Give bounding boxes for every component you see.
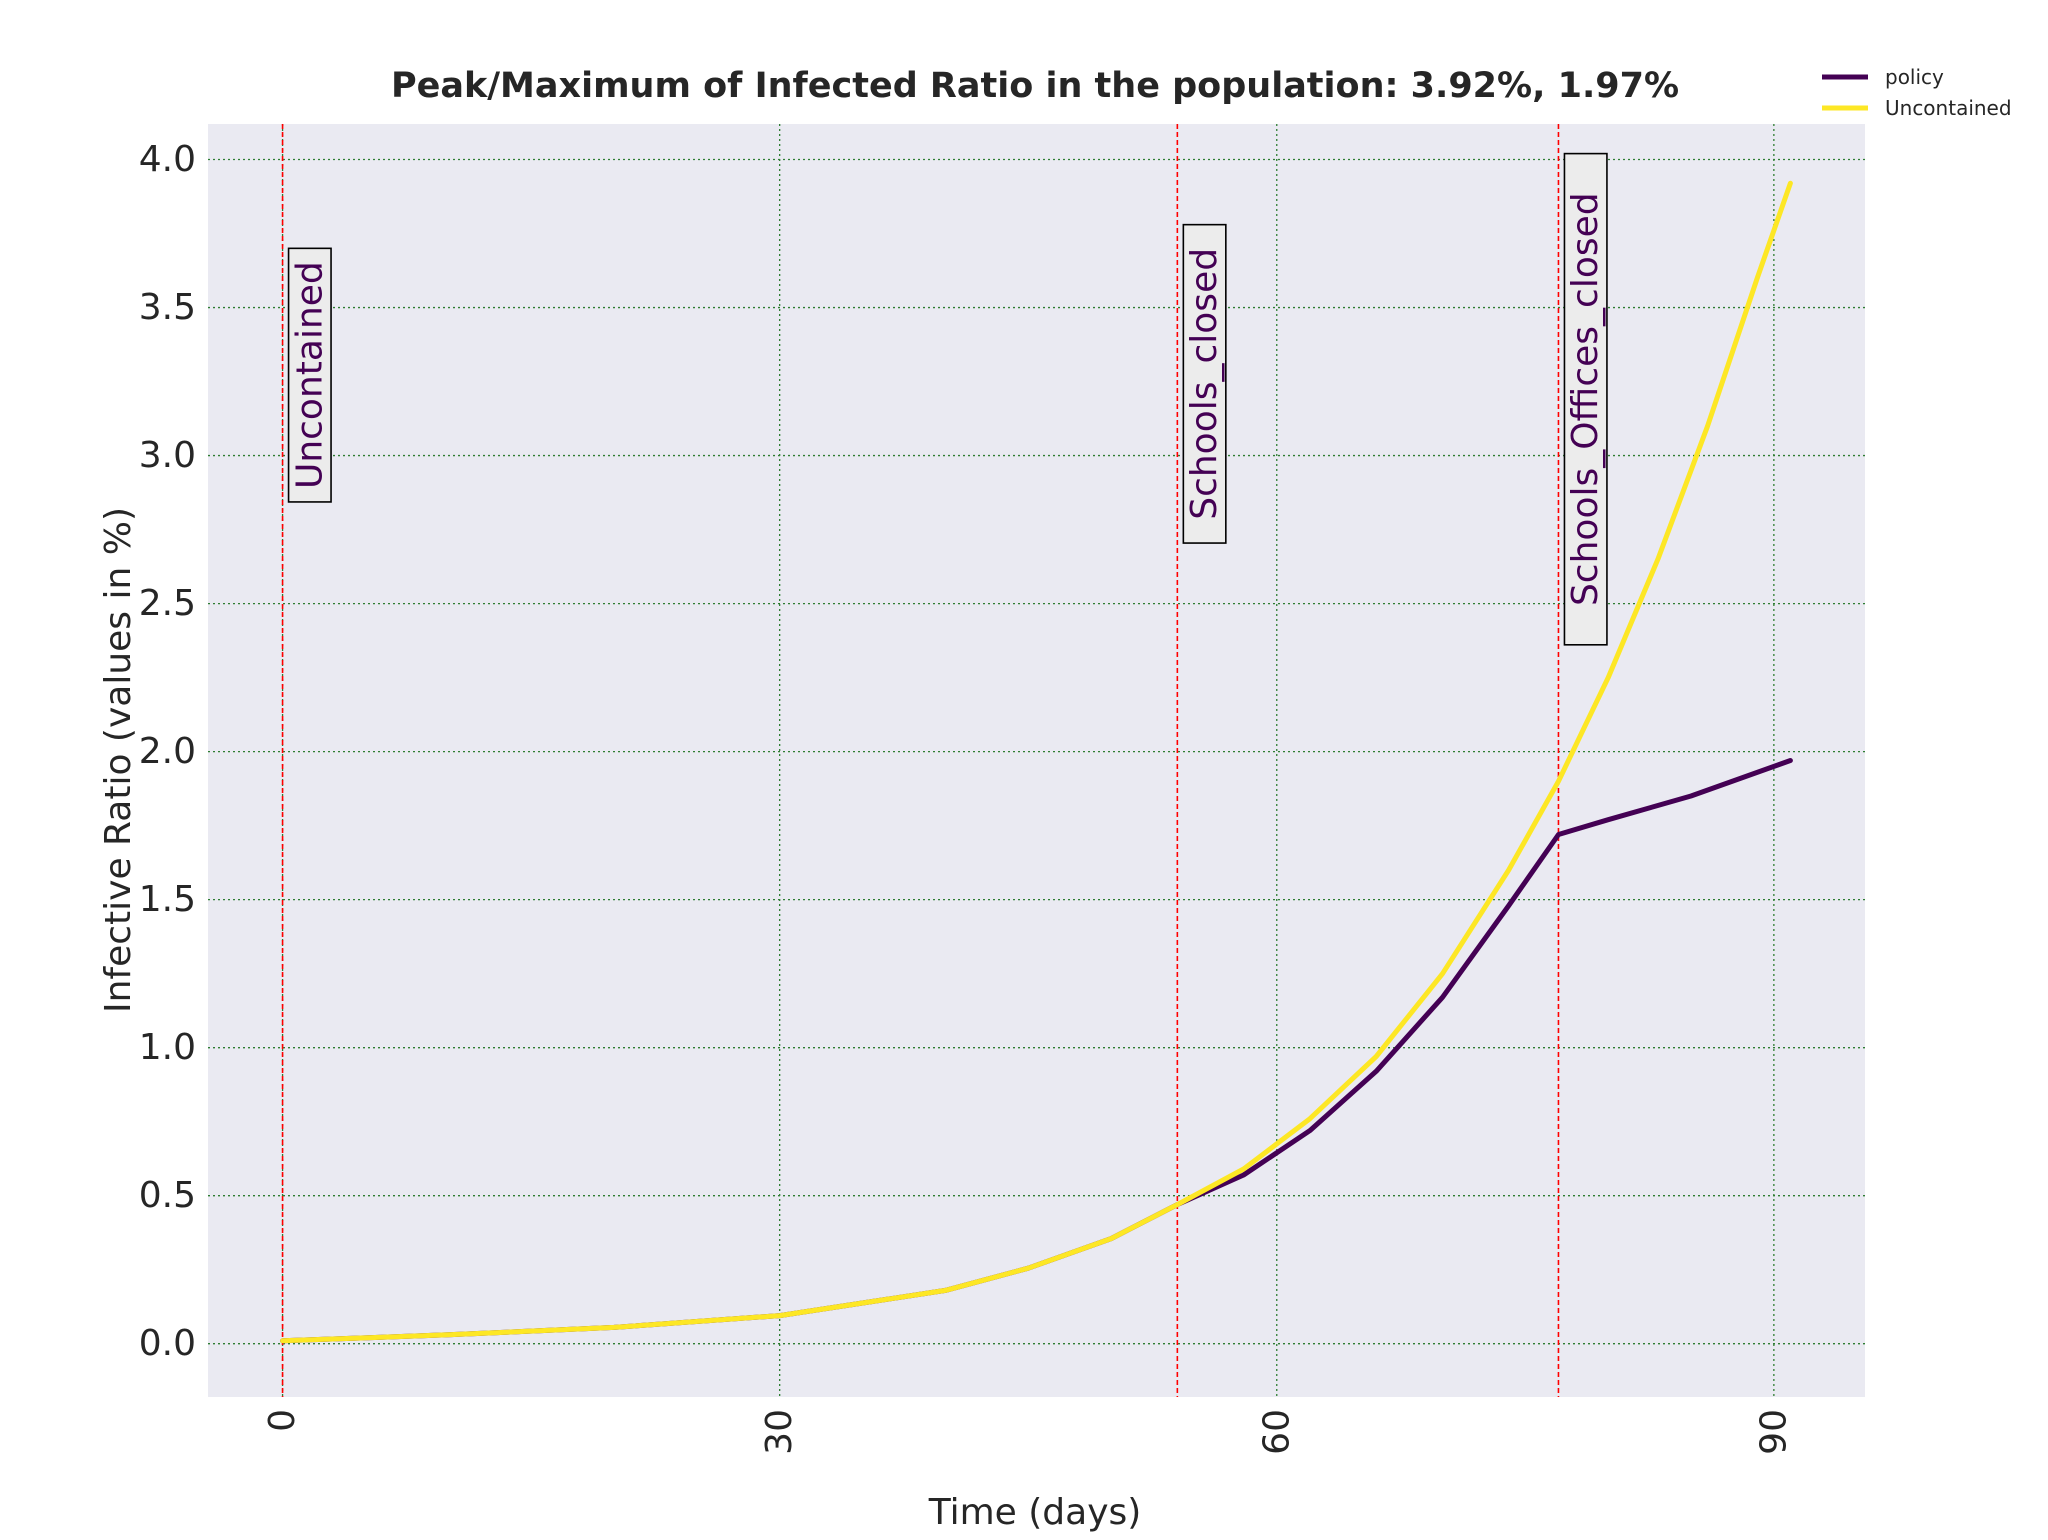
y-axis-label: Infective Ratio (values in %): [98, 507, 139, 1013]
y-tick-label: 2.5: [139, 583, 196, 624]
legend[interactable]: policy Uncontained: [1822, 65, 2012, 120]
y-tick-label: 1.5: [139, 879, 196, 920]
policy-annotation: Uncontained: [287, 247, 332, 503]
x-tick-label: 60: [1256, 1409, 1297, 1455]
x-axis-label: Time (days): [928, 1492, 1142, 1533]
policy-change-lines: [281, 124, 1560, 1397]
y-tick-label: 4.0: [139, 139, 196, 180]
annotation-box: [1182, 223, 1227, 544]
x-tick-label: 90: [1753, 1409, 1794, 1455]
plot-background: [208, 124, 1865, 1397]
y-axis-ticks: 0.0 0.5 1.0 1.5 2.0 2.5 3.0 3.5 4.0: [139, 139, 196, 1364]
x-tick-label: 30: [759, 1409, 800, 1455]
y-tick-label: 0.5: [139, 1175, 196, 1216]
y-tick-label: 0.0: [139, 1323, 196, 1364]
annotation-box: [287, 247, 332, 503]
legend-label: policy: [1885, 65, 1944, 89]
policy-annotation: Schools_Offices_closed: [1563, 152, 1608, 646]
x-axis-ticks: 0 30 60 90: [262, 1409, 1794, 1455]
chart-title: Peak/Maximum of Infected Ratio in the po…: [391, 66, 1679, 106]
y-tick-label: 1.0: [139, 1027, 196, 1068]
y-tick-label: 2.0: [139, 731, 196, 772]
x-tick-label: 0: [262, 1409, 303, 1432]
y-tick-label: 3.0: [139, 435, 196, 476]
y-tick-label: 3.5: [139, 287, 196, 328]
annotation-label: Schools_Offices_closed: [1565, 192, 1606, 606]
policy-annotation: Schools_closed: [1182, 223, 1227, 544]
policy-change-annotations: Uncontained Schools_closed Schools_Offices…: [287, 152, 1608, 646]
series: [280, 180, 1793, 1344]
legend-item[interactable]: Uncontained: [1822, 96, 2012, 120]
series-line-uncontained: [280, 180, 1793, 1344]
annotation-label: Uncontained: [289, 261, 330, 489]
legend-item[interactable]: policy: [1822, 65, 1944, 89]
legend-label: Uncontained: [1885, 96, 2012, 120]
annotation-label: Schools_closed: [1184, 248, 1225, 520]
annotation-box: [1563, 152, 1608, 646]
